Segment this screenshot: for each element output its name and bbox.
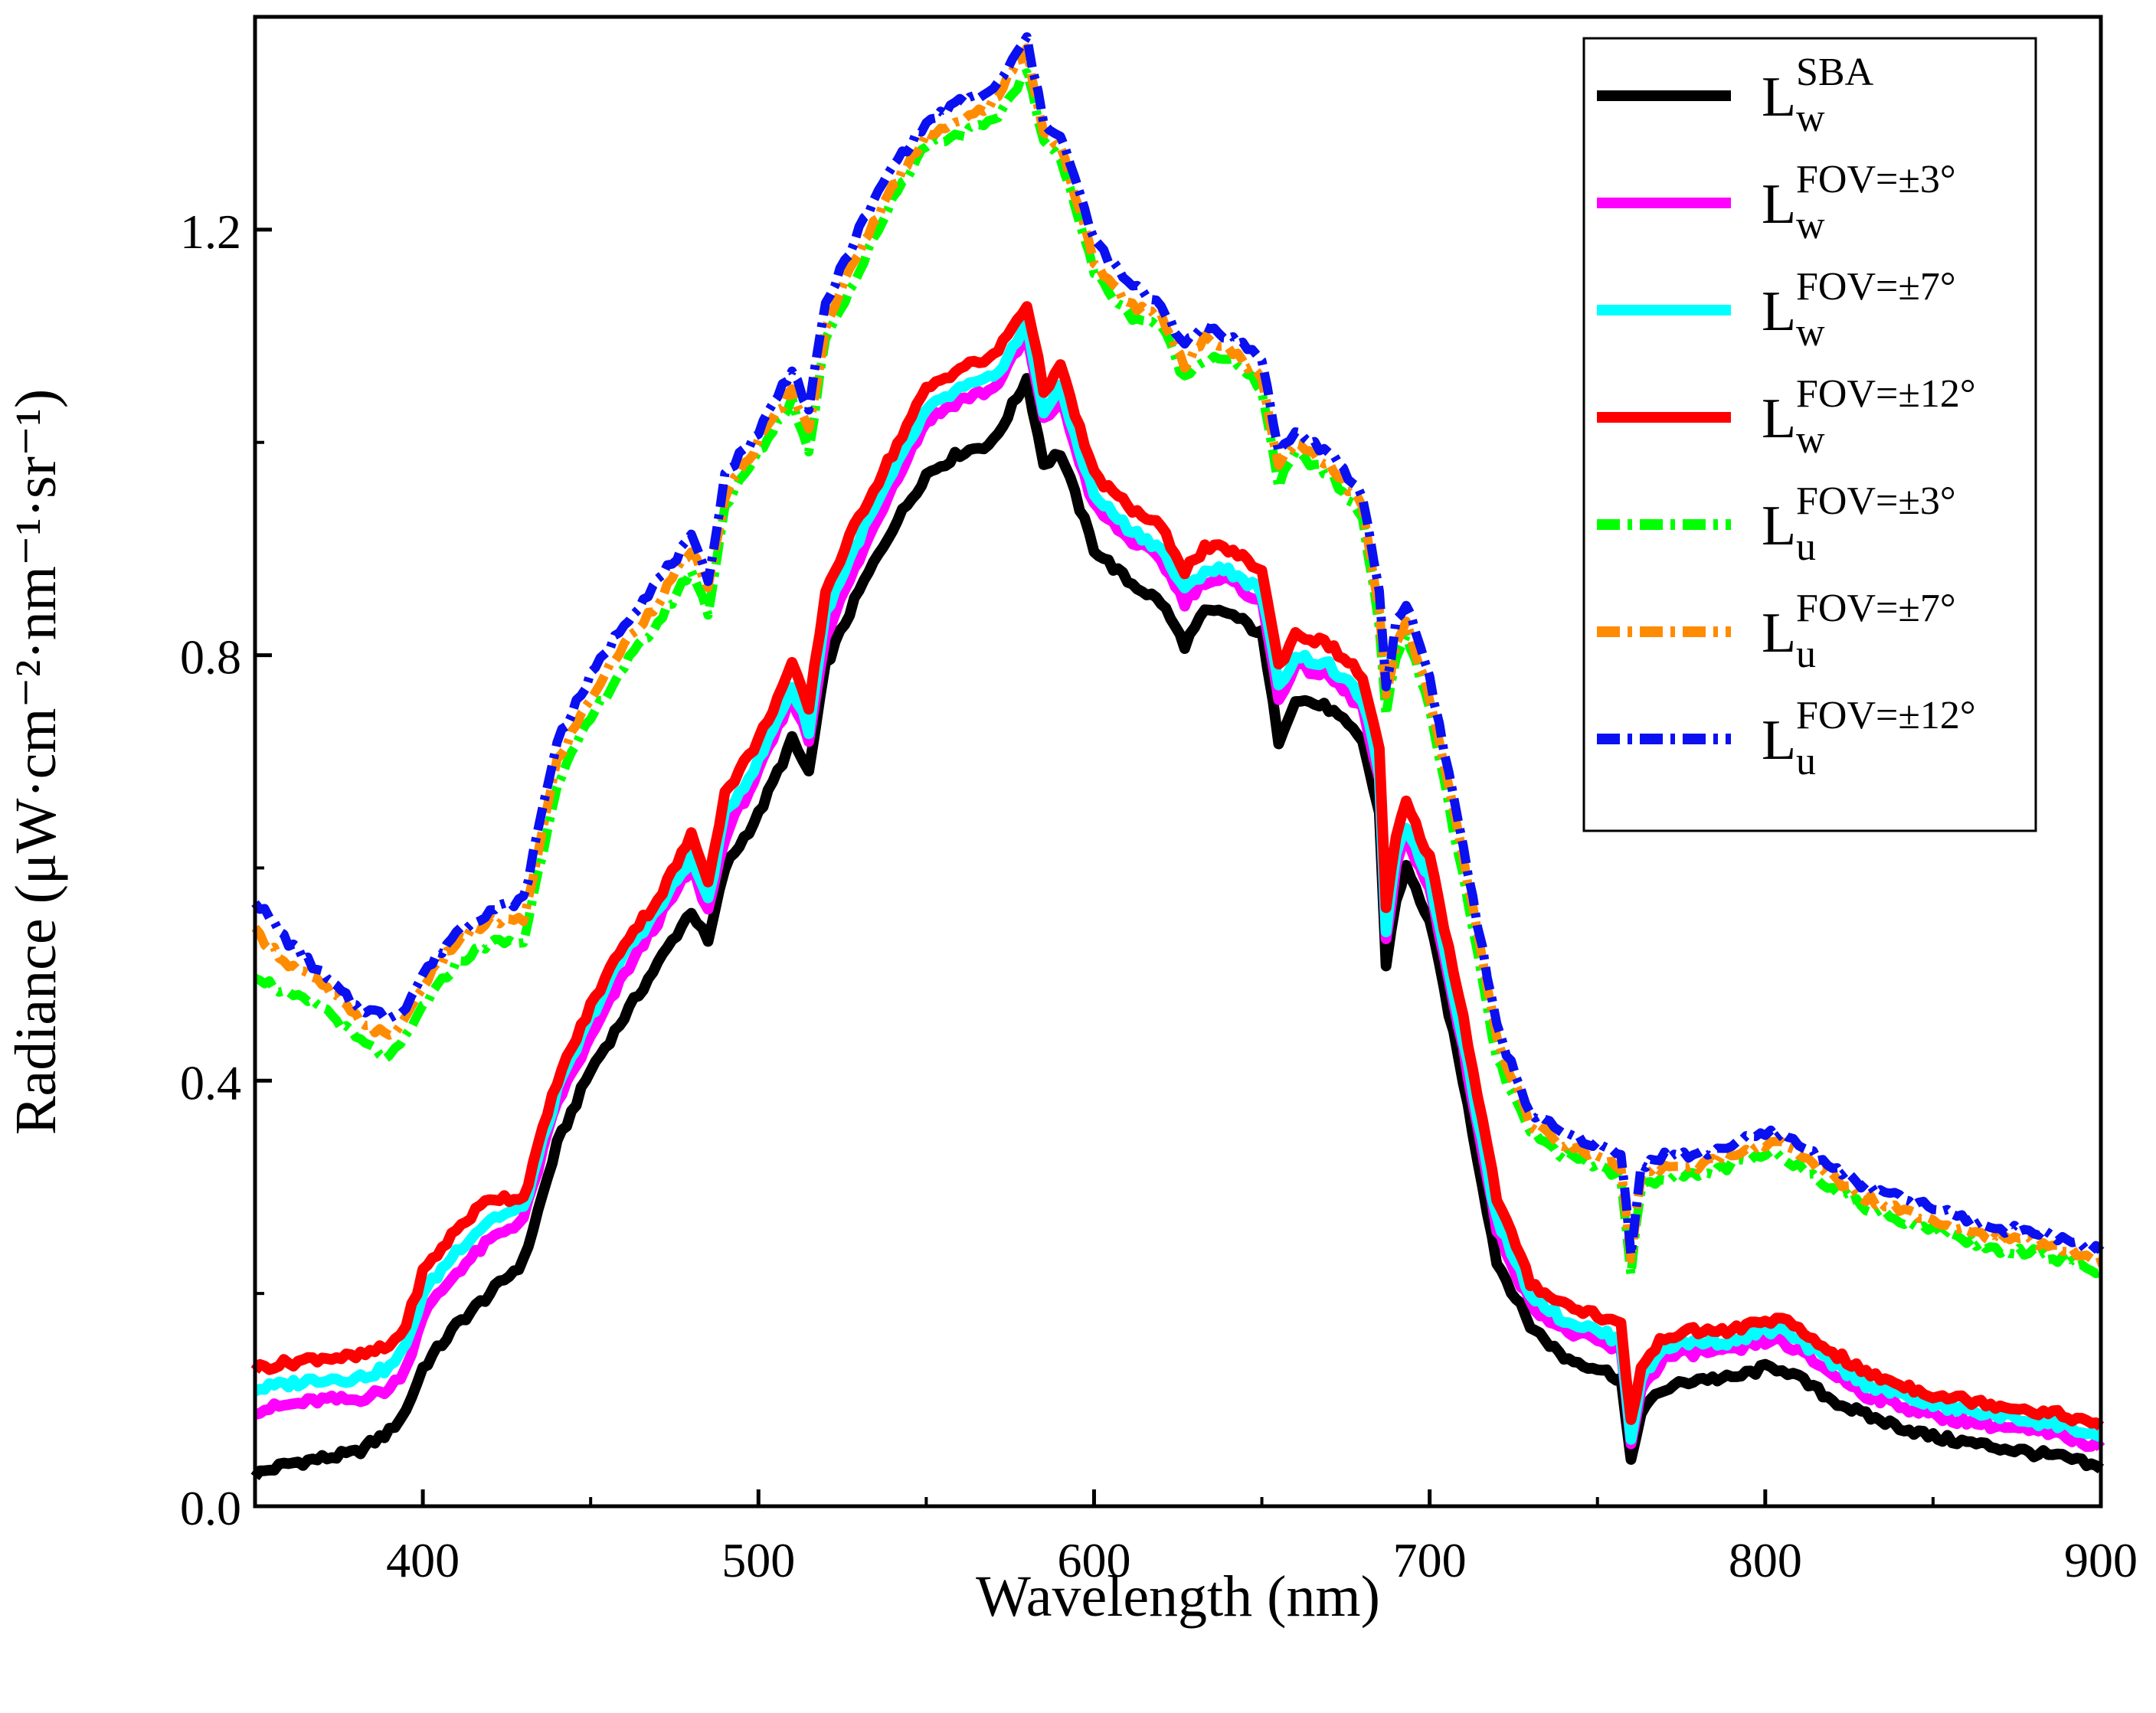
x-tick-label: 700 [1393,1533,1467,1587]
legend-label-subscript: w [1796,96,1825,140]
legend-label-subscript: u [1796,740,1816,783]
legend-label-subscript: w [1796,204,1825,247]
legend-label-superscript: SBA [1796,51,1874,94]
legend-label-subscript: u [1796,633,1816,676]
legend-label-superscript: FOV=±3° [1796,479,1956,523]
x-tick-label: 900 [2064,1533,2138,1587]
legend-box [1582,37,2037,832]
legend-label: L [1762,387,1796,450]
x-tick-label: 400 [386,1533,460,1587]
legend-label-superscript: FOV=±12° [1796,372,1976,416]
x-tick-label: 800 [1729,1533,1802,1587]
series-line [254,329,2105,1453]
y-tick-label: 1.2 [180,204,241,259]
series-line [250,373,2105,1481]
legend-label: L [1762,66,1796,129]
series-line [251,43,2102,1268]
legend-label: L [1762,173,1796,236]
series-line [253,68,2102,1280]
legend-label-subscript: w [1796,418,1825,462]
legend-label-superscript: FOV=±7° [1796,587,1956,630]
legend-label-superscript: FOV=±12° [1796,694,1976,737]
legend-label: L [1762,495,1796,557]
legend-label-subscript: w [1796,311,1825,355]
plot-frame [253,15,2103,1509]
legend-label: L [1762,602,1796,665]
legend-label: L [1762,280,1796,343]
legend-label: L [1762,709,1796,772]
y-tick-label: 0.8 [180,630,241,685]
x-axis-title: Wavelength (nm) [976,1564,1380,1629]
legend-label-subscript: u [1796,525,1816,569]
x-tick-label: 500 [721,1533,795,1587]
x-axis: 400 500 600 700 800 900 [254,1489,2138,1587]
y-tick-label: 0.0 [180,1481,241,1535]
y-axis-title: Radiance (μW·cm⁻²·nm⁻¹·sr⁻¹) [4,389,68,1135]
series-line [250,301,2105,1431]
series-line [251,32,2105,1260]
legend-label-superscript: FOV=±3° [1796,158,1956,201]
y-axis: 0.0 0.4 0.8 1.2 [180,204,272,1535]
y-tick-label: 0.4 [180,1055,241,1110]
legend-label-superscript: FOV=±7° [1796,265,1956,309]
plot-area [250,32,2105,1481]
x-tick-label: 600 [1057,1533,1130,1587]
